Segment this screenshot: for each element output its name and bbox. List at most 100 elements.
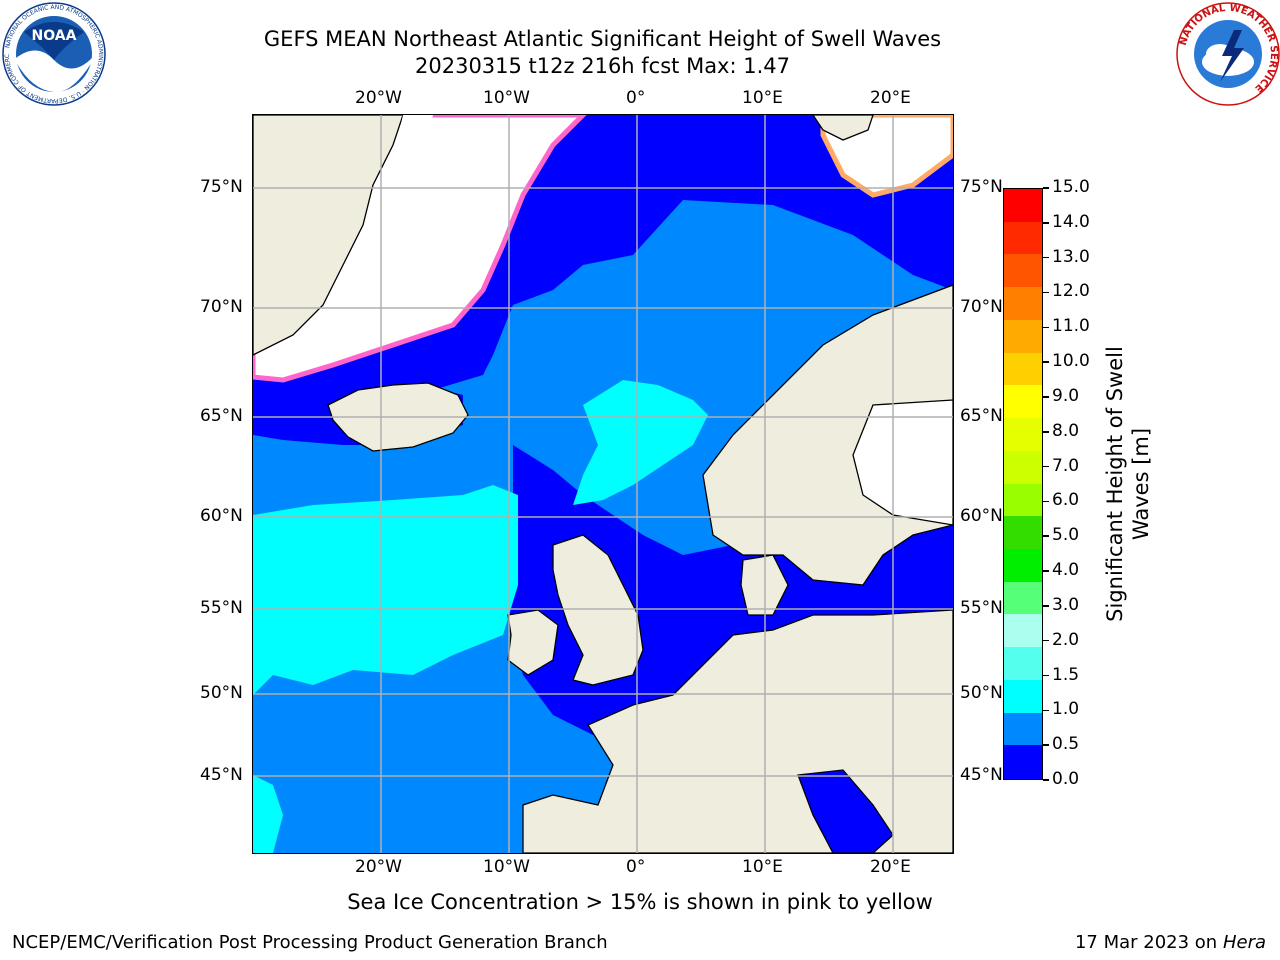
lon-label-top: 20°E: [870, 88, 911, 108]
lat-label-left: 65°N: [200, 406, 243, 426]
colorbar: [1003, 188, 1043, 780]
noaa-logo-text: NOAA: [32, 28, 77, 44]
lat-label-right: 45°N: [960, 765, 1003, 785]
lat-label-left: 50°N: [200, 683, 243, 703]
britain: [552, 534, 644, 686]
lat-label-right: 60°N: [960, 506, 1003, 526]
colorbar-tick-mark: [1043, 639, 1049, 642]
colorbar-tick-label: 14.0: [1052, 211, 1090, 232]
lon-label-top: 0°: [626, 88, 646, 108]
colorbar-tick-label: 1.5: [1052, 664, 1080, 685]
lat-label-left: 75°N: [200, 177, 243, 197]
colorbar-tick-mark: [1043, 605, 1049, 607]
colorbar-tick-label: 2.0: [1052, 629, 1080, 650]
ireland: [507, 609, 559, 676]
lat-label-right: 50°N: [960, 683, 1003, 703]
colorbar-tick-mark: [1043, 291, 1049, 294]
colorbar-tick-label: 3.0: [1052, 594, 1080, 615]
lat-label-right: 75°N: [960, 177, 1003, 197]
colorbar-tick-mark: [1043, 465, 1049, 468]
footer-date: 17 Mar 2023 on Hera: [1075, 932, 1266, 953]
colorbar-tick-label: 13.0: [1052, 246, 1090, 267]
lat-label-left: 55°N: [200, 598, 243, 618]
colorbar-segment: [1004, 418, 1042, 452]
noaa-logo: NATIONAL OCEANIC AND ATMOSPHERIC ADMINIS…: [0, 0, 106, 106]
ocean-high-west: [253, 485, 518, 695]
colorbar-segment: [1004, 745, 1042, 779]
colorbar-segment: [1004, 189, 1042, 223]
ocean-high-central: [573, 380, 708, 505]
colorbar-tick-mark: [1043, 744, 1049, 746]
lat-label-right: 70°N: [960, 297, 1003, 317]
colorbar-tick-label: 1.0: [1052, 699, 1080, 720]
lon-label-bottom: 10°W: [483, 857, 530, 877]
footer-date-text: 17 Mar 2023 on: [1074, 932, 1218, 953]
footer-machine: Hera: [1222, 932, 1266, 953]
colorbar-label-line2: Waves [m]: [1129, 427, 1153, 541]
colorbar-segment: [1004, 548, 1042, 583]
colorbar-tick-mark: [1043, 256, 1049, 259]
svalbard: [812, 115, 874, 141]
lon-label-bottom: 0°: [626, 857, 646, 877]
colorbar-tick-mark: [1043, 709, 1049, 712]
colorbar-segment: [1004, 287, 1042, 321]
colorbar-tick-label: 12.0: [1052, 281, 1090, 302]
lat-label-right: 65°N: [960, 406, 1003, 426]
lat-label-left: 60°N: [200, 506, 243, 526]
colorbar-tick-label: 4.0: [1052, 560, 1080, 581]
lon-label-bottom: 10°E: [742, 857, 783, 877]
ocean-high-southwest: [253, 775, 283, 853]
colorbar-tick-label: 6.0: [1052, 490, 1080, 511]
lat-label-left: 70°N: [200, 297, 243, 317]
chart-subtitle: 20230315 t12z 216h fcst Max: 1.47: [415, 54, 790, 78]
colorbar-segment: [1004, 516, 1042, 550]
colorbar-tick-label: 15.0: [1052, 177, 1090, 197]
colorbar-segment: [1004, 352, 1042, 386]
sea-ice-note: Sea Ice Concentration > 15% is shown in …: [347, 890, 933, 914]
colorbar-segment: [1004, 647, 1042, 681]
colorbar-segment: [1004, 483, 1042, 517]
map-panel: [252, 114, 954, 854]
colorbar-tick-label: 0.5: [1052, 734, 1080, 755]
chart-title: GEFS MEAN Northeast Atlantic Significant…: [263, 27, 942, 51]
swell-height-map: [253, 115, 953, 853]
lon-label-top: 10°W: [483, 88, 530, 108]
lon-label-top: 10°E: [742, 88, 783, 108]
colorbar-tick-mark: [1043, 187, 1049, 189]
colorbar-segment: [1004, 319, 1042, 354]
colorbar-tick-label: 11.0: [1052, 316, 1090, 337]
lon-label-bottom: 20°E: [870, 857, 911, 877]
colorbar-tick-mark: [1043, 222, 1049, 224]
ocean-low-north: [253, 115, 953, 415]
colorbar-segment: [1004, 581, 1042, 615]
colorbar-label-line1: Significant Height of Swell: [1103, 346, 1127, 622]
colorbar-segment: [1004, 221, 1042, 256]
greenland: [253, 115, 404, 356]
footer-branch: NCEP/EMC/Verification Post Processing Pr…: [12, 932, 608, 953]
lon-label-top: 20°W: [355, 88, 402, 108]
colorbar-tick-mark: [1043, 361, 1049, 363]
nws-logo: NATIONAL WEATHER SERVICE: [1176, 2, 1280, 106]
colorbar-tick-mark: [1043, 535, 1049, 537]
colorbar-segment: [1004, 712, 1042, 746]
colorbar-segment: [1004, 385, 1042, 419]
colorbar-tick-label: 9.0: [1052, 385, 1080, 406]
colorbar-tick-mark: [1043, 431, 1049, 433]
colorbar-tick-mark: [1043, 396, 1049, 398]
colorbar-tick-mark: [1043, 570, 1049, 572]
lat-label-right: 55°N: [960, 598, 1003, 618]
colorbar-tick-mark: [1043, 326, 1049, 329]
colorbar-tick-label: 8.0: [1052, 420, 1080, 441]
colorbar-segment: [1004, 679, 1042, 714]
colorbar-tick-label: 0.0: [1052, 769, 1080, 789]
colorbar-tick-label: 7.0: [1052, 455, 1080, 476]
colorbar-segment: [1004, 254, 1042, 288]
colorbar-tick-mark: [1043, 779, 1049, 781]
colorbar-tick-label: 5.0: [1052, 525, 1080, 546]
colorbar-tick-mark: [1043, 674, 1049, 677]
graticule: [253, 115, 953, 853]
colorbar-tick-mark: [1043, 500, 1049, 503]
colorbar-tick-label: 10.0: [1052, 351, 1090, 372]
colorbar-segment: [1004, 614, 1042, 648]
greenland-east: [333, 115, 433, 325]
